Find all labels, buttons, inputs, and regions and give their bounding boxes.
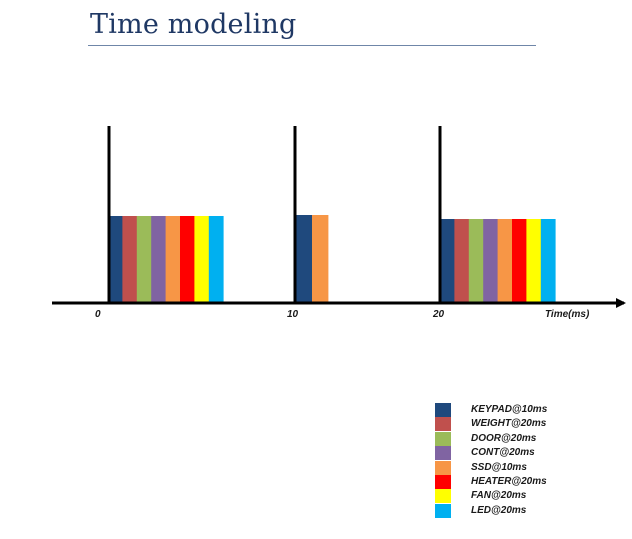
legend-item: SSD@10ms [435,460,615,475]
legend-item: DOOR@20ms [435,431,615,446]
legend-item: WEIGHT@20ms [435,417,615,432]
tick-label-20: 20 [432,309,445,320]
legend-item: HEATER@20ms [435,474,615,489]
legend-label: WEIGHT@20ms [471,418,547,430]
legend-swatch [435,460,451,475]
legend-label: KEYPAD@10ms [471,404,548,415]
task-block [108,216,123,302]
task-block [122,216,138,302]
legend-item: CONT@20ms [435,446,615,461]
task-block [296,215,313,302]
task-block [136,216,152,302]
legend-swatch [435,474,451,489]
legend-swatch [435,503,451,518]
legend-label: LED@20ms [471,504,527,516]
legend-label: SSD@10ms [471,461,527,473]
legend-label: CONT@20ms [471,447,535,459]
legend-item: KEYPAD@10ms [435,403,615,417]
slide-title: Time modeling [90,9,297,40]
legend-swatch [435,417,451,432]
time-axis-label: Time(ms) [545,309,590,320]
title-underline [88,45,536,46]
legend-label: DOOR@20ms [471,432,537,444]
legend-swatch [435,403,451,417]
legend-item: FAN@20ms [435,489,615,504]
legend-label: HEATER@20ms [471,475,547,487]
task-block [151,216,166,302]
tick-label-10: 10 [287,309,299,320]
tick-label-0: 0 [95,309,101,320]
legend-swatch [435,446,451,461]
task-block [440,219,455,302]
task-block [497,219,513,302]
legend: KEYPAD@10ms WEIGHT@20ms DOOR@20ms CONT@2… [435,403,615,518]
task-blocks [108,215,556,302]
task-block [208,216,224,302]
task-block [312,215,329,302]
task-block [512,219,527,302]
task-block [540,219,556,302]
legend-label: FAN@20ms [471,490,527,502]
task-block [165,216,181,302]
task-block [483,219,498,302]
task-block [194,216,210,302]
legend-item: LED@20ms [435,503,615,518]
task-block [468,219,484,302]
task-block [454,219,470,302]
legend-swatch [435,489,451,504]
legend-swatch [435,431,451,446]
task-block [180,216,195,302]
task-block [526,219,542,302]
